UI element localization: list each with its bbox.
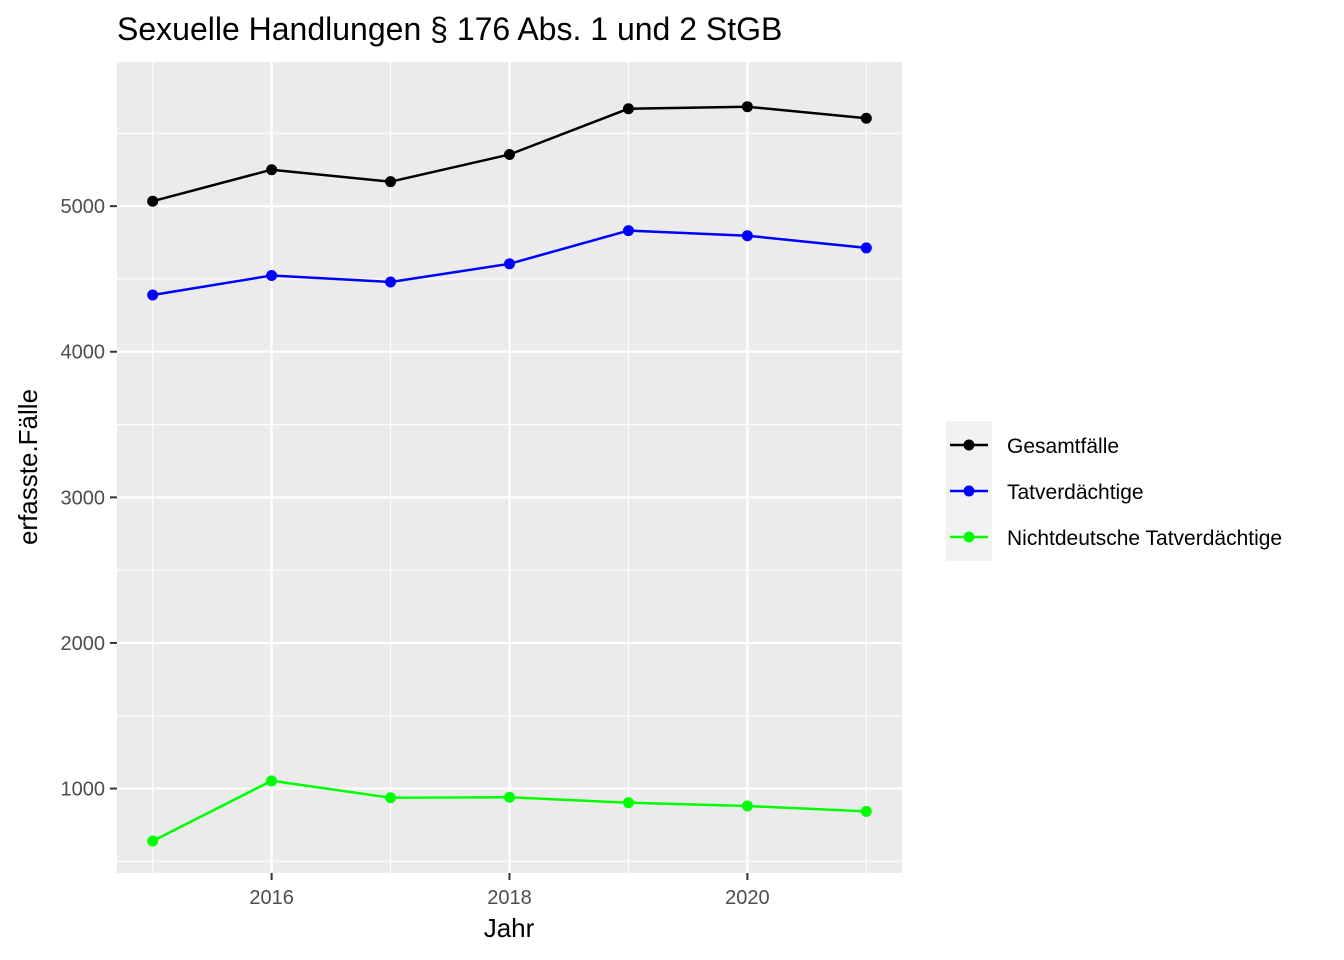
data-point bbox=[147, 289, 159, 301]
y-tick-label: 3000 bbox=[61, 487, 106, 509]
legend-item: Gesamtfälle bbox=[950, 435, 1119, 458]
x-tick-label: 2016 bbox=[249, 887, 294, 909]
legend-label: Nichtdeutsche Tatverdächtige bbox=[1007, 527, 1282, 550]
data-point bbox=[385, 176, 397, 188]
data-point bbox=[147, 835, 159, 847]
data-point bbox=[860, 242, 872, 254]
data-point bbox=[147, 195, 159, 207]
data-point bbox=[622, 103, 634, 115]
x-axis: 2016 2018 2020 bbox=[249, 873, 770, 909]
y-tick-label: 2000 bbox=[61, 633, 106, 655]
legend-label: Tatverdächtige bbox=[1007, 481, 1144, 504]
data-point bbox=[741, 800, 753, 812]
data-point bbox=[741, 101, 753, 113]
data-point bbox=[504, 258, 515, 270]
y-tick-label: 5000 bbox=[61, 196, 106, 218]
x-tick-label: 2018 bbox=[487, 887, 532, 909]
data-point bbox=[741, 230, 753, 242]
series-layer bbox=[147, 101, 872, 847]
legend: Gesamtfälle Tatverdächtige Nichtdeutsche T… bbox=[946, 421, 1282, 561]
legend-label: Gesamtfälle bbox=[1007, 435, 1119, 458]
series-3 bbox=[147, 775, 872, 847]
legend-item: Tatverdächtige bbox=[950, 481, 1144, 504]
major-gridlines bbox=[117, 62, 902, 873]
series-2 bbox=[147, 225, 872, 301]
data-point bbox=[622, 797, 634, 809]
data-point bbox=[266, 775, 278, 787]
y-axis: 1000 2000 3000 4000 5000 bbox=[61, 196, 117, 801]
legend-item: Nichtdeutsche Tatverdächtige bbox=[950, 527, 1282, 550]
data-point bbox=[860, 112, 872, 124]
data-point bbox=[385, 792, 397, 804]
y-tick-label: 4000 bbox=[61, 342, 106, 364]
data-point bbox=[385, 276, 397, 288]
data-point bbox=[266, 269, 278, 281]
data-point bbox=[622, 225, 634, 237]
data-point bbox=[504, 148, 515, 160]
legend-key-point bbox=[963, 485, 975, 497]
data-point bbox=[266, 164, 278, 176]
data-point bbox=[860, 805, 872, 817]
data-point bbox=[504, 791, 515, 803]
chart-title: Sexuelle Handlungen § 176 Abs. 1 und 2 S… bbox=[117, 11, 782, 47]
y-axis-title: erfasste.Fälle bbox=[13, 389, 43, 545]
legend-key-point bbox=[963, 439, 975, 451]
x-axis-title: Jahr bbox=[484, 913, 535, 943]
legend-key-point bbox=[963, 531, 975, 543]
y-tick-label: 1000 bbox=[61, 779, 106, 801]
series-1 bbox=[147, 101, 872, 207]
x-tick-label: 2020 bbox=[725, 887, 770, 909]
